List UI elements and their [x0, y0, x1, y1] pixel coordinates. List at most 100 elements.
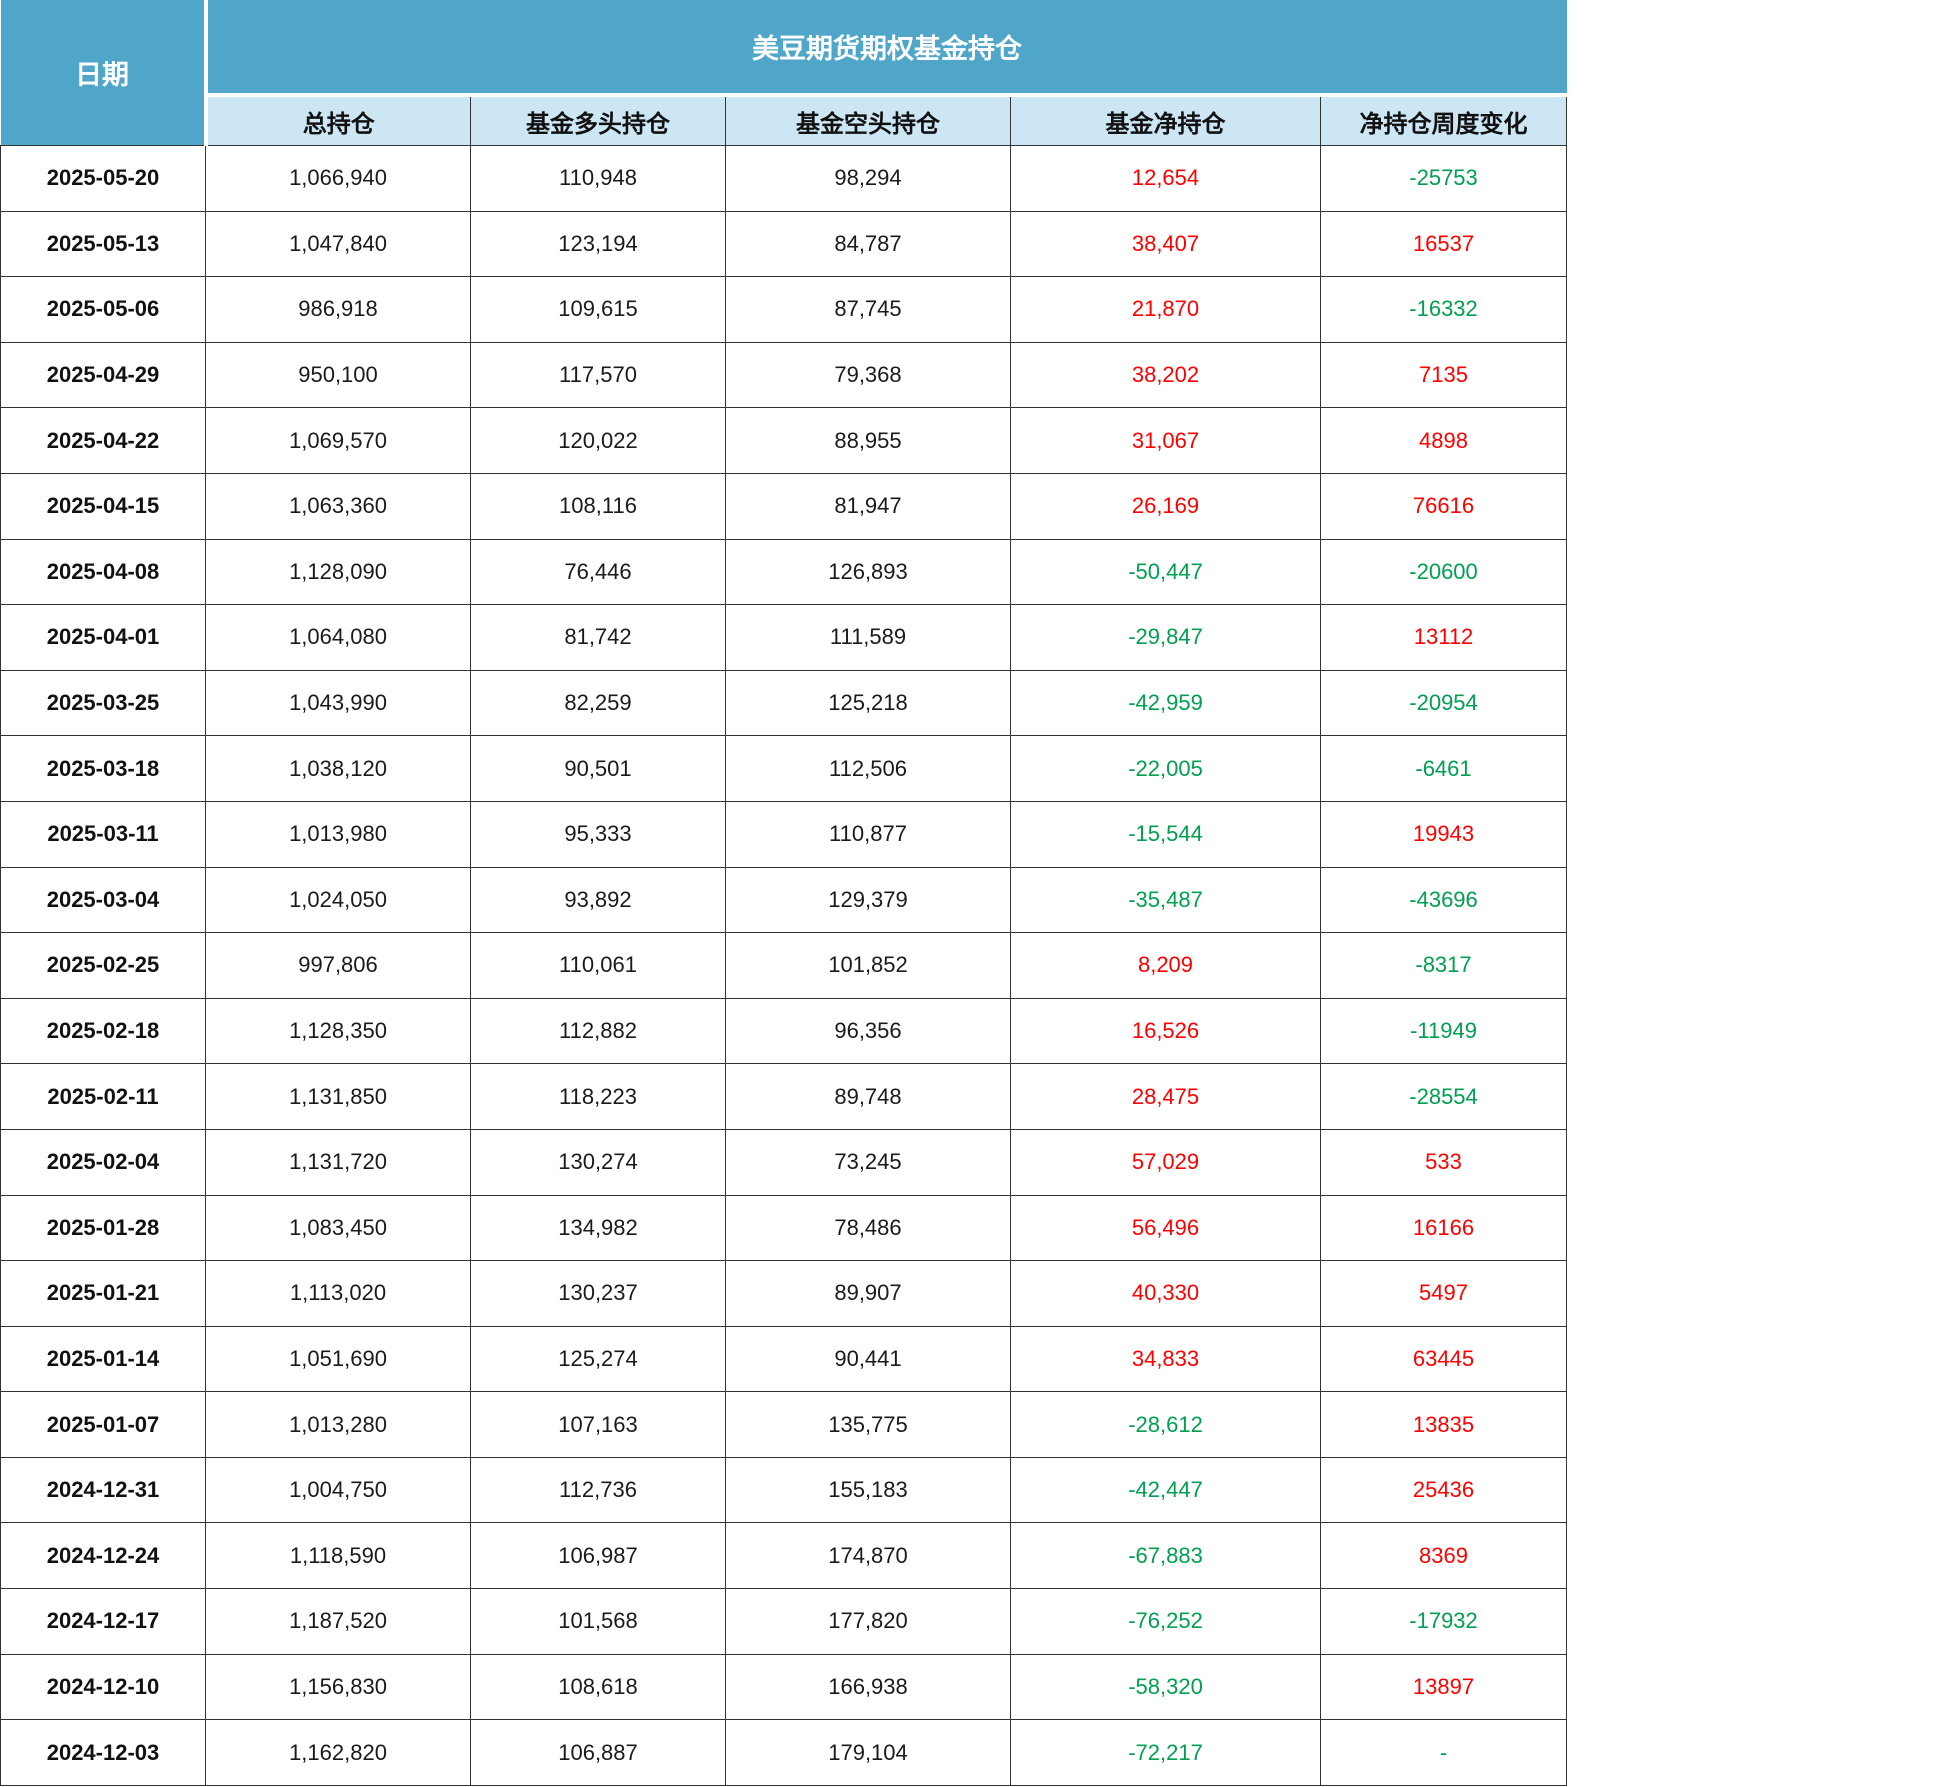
- fund-short-cell: 73,245: [725, 1128, 1011, 1196]
- table-row: 2024-12-03 1,162,820 106,887 179,104 -72,217…: [0, 1719, 1568, 1786]
- table-row: 2025-02-25 997,806 110,061 101,852 8,209 -831…: [0, 932, 1568, 999]
- total-position-cell: 1,113,020: [205, 1260, 471, 1327]
- weekly-change-cell: -43696: [1319, 866, 1568, 934]
- total-position-cell: 1,128,090: [205, 538, 471, 606]
- table-row: 2025-05-13 1,047,840 123,194 84,787 38,407 16…: [0, 210, 1568, 278]
- total-position-cell: 1,024,050: [205, 866, 471, 934]
- fund-long-cell: 112,882: [470, 997, 726, 1065]
- total-position-cell: 997,806: [205, 932, 471, 999]
- fund-net-cell: 57,029: [1010, 1128, 1321, 1196]
- fund-short-cell: 96,356: [725, 997, 1011, 1065]
- date-cell: 2025-02-18: [0, 997, 206, 1065]
- fund-net-cell: -35,487: [1010, 866, 1321, 934]
- fund-short-cell: 110,877: [725, 800, 1011, 868]
- fund-long-cell: 106,887: [470, 1719, 726, 1786]
- fund-long-cell: 95,333: [470, 800, 726, 868]
- date-cell: 2025-05-13: [0, 210, 206, 278]
- fund-long-cell: 76,446: [470, 538, 726, 606]
- fund-short-cell: 112,506: [725, 735, 1011, 802]
- fund-short-cell: 155,183: [725, 1456, 1011, 1524]
- fund-long-cell: 101,568: [470, 1588, 726, 1655]
- total-position-cell: 1,004,750: [205, 1456, 471, 1524]
- fund-net-cell: 8,209: [1010, 932, 1321, 999]
- fund-long-cell: 107,163: [470, 1391, 726, 1458]
- table-row: 2025-05-20 1,066,940 110,948 98,294 12,654 -2…: [0, 145, 1568, 212]
- weekly-change-cell: -6461: [1319, 735, 1568, 802]
- fund-long-cell: 82,259: [470, 669, 726, 737]
- fund-short-cell: 177,820: [725, 1588, 1011, 1655]
- fund-short-cell: 126,893: [725, 538, 1011, 606]
- weekly-change-cell: 16166: [1319, 1194, 1568, 1262]
- total-position-cell: 1,162,820: [205, 1719, 471, 1786]
- fund-positions-table: 日期 美豆期货期权基金持仓 总持仓 基金多头持仓 基金空头持仓 基金净持仓 净持仓周度变…: [0, 0, 1568, 1786]
- fund-net-cell: -42,959: [1010, 669, 1321, 737]
- date-cell: 2025-04-01: [0, 604, 206, 671]
- table-row: 2025-04-22 1,069,570 120,022 88,955 31,067 48…: [0, 407, 1568, 474]
- fund-short-cell: 89,907: [725, 1260, 1011, 1327]
- fund-short-cell: 129,379: [725, 866, 1011, 934]
- date-cell: 2025-03-04: [0, 866, 206, 934]
- total-position-cell: 1,128,350: [205, 997, 471, 1065]
- weekly-change-cell: 13897: [1319, 1653, 1568, 1721]
- date-cell: 2025-05-20: [0, 145, 206, 212]
- fund-long-cell: 110,948: [470, 145, 726, 212]
- table-row: 2025-01-07 1,013,280 107,163 135,775 -28,612…: [0, 1391, 1568, 1458]
- table-row: 2025-02-11 1,131,850 118,223 89,748 28,475 -2…: [0, 1063, 1568, 1130]
- fund-net-cell: -15,544: [1010, 800, 1321, 868]
- total-position-cell: 1,118,590: [205, 1522, 471, 1590]
- table-row: 2025-02-04 1,131,720 130,274 73,245 57,029 53…: [0, 1128, 1568, 1196]
- fund-net-cell: 38,202: [1010, 341, 1321, 409]
- table-row: 2025-01-14 1,051,690 125,274 90,441 34,833 63…: [0, 1325, 1568, 1393]
- weekly-change-cell: 16537: [1319, 210, 1568, 278]
- fund-net-cell: -67,883: [1010, 1522, 1321, 1590]
- date-cell: 2024-12-10: [0, 1653, 206, 1721]
- fund-short-cell: 84,787: [725, 210, 1011, 278]
- fund-net-cell: 28,475: [1010, 1063, 1321, 1130]
- fund-short-cell: 98,294: [725, 145, 1011, 212]
- fund-long-cell: 134,982: [470, 1194, 726, 1262]
- table-title: 美豆期货期权基金持仓: [205, 0, 1567, 97]
- table-row: 2025-03-11 1,013,980 95,333 110,877 -15,544 1…: [0, 800, 1568, 868]
- table-row: 2025-01-21 1,113,020 130,237 89,907 40,330 54…: [0, 1260, 1568, 1327]
- fund-long-cell: 112,736: [470, 1456, 726, 1524]
- fund-net-cell: -72,217: [1010, 1719, 1321, 1786]
- date-cell: 2025-03-25: [0, 669, 206, 737]
- fund-long-cell: 117,570: [470, 341, 726, 409]
- date-column-header: 日期: [0, 0, 208, 146]
- weekly-change-cell: 8369: [1319, 1522, 1568, 1590]
- fund-long-cell: 125,274: [470, 1325, 726, 1393]
- fund-long-cell: 130,237: [470, 1260, 726, 1327]
- fund-net-cell: 38,407: [1010, 210, 1321, 278]
- fund-long-cell: 120,022: [470, 407, 726, 474]
- total-position-cell: 950,100: [205, 341, 471, 409]
- table-row: 2025-02-18 1,128,350 112,882 96,356 16,526 -1…: [0, 997, 1568, 1065]
- fund-short-cell: 135,775: [725, 1391, 1011, 1458]
- fund-long-cell: 110,061: [470, 932, 726, 999]
- table-row: 2025-04-29 950,100 117,570 79,368 38,202 7135: [0, 341, 1568, 409]
- total-position-cell: 1,013,980: [205, 800, 471, 868]
- weekly-change-cell: -16332: [1319, 276, 1568, 343]
- column-header-row: 总持仓 基金多头持仓 基金空头持仓 基金净持仓 净持仓周度变化: [1, 94, 1568, 146]
- fund-short-cell: 125,218: [725, 669, 1011, 737]
- fund-net-cell: -28,612: [1010, 1391, 1321, 1458]
- fund-net-cell: -50,447: [1010, 538, 1321, 606]
- date-cell: 2025-02-11: [0, 1063, 206, 1130]
- column-header-total-position: 总持仓: [205, 94, 471, 146]
- total-position-cell: 1,064,080: [205, 604, 471, 671]
- total-position-cell: 1,063,360: [205, 472, 471, 540]
- date-cell: 2025-03-11: [0, 800, 206, 868]
- total-position-cell: 1,051,690: [205, 1325, 471, 1393]
- table-row: 2025-03-04 1,024,050 93,892 129,379 -35,487-…: [0, 866, 1568, 934]
- fund-long-cell: 81,742: [470, 604, 726, 671]
- weekly-change-cell: -28554: [1319, 1063, 1568, 1130]
- weekly-change-cell: 533: [1319, 1128, 1568, 1196]
- date-cell: 2025-04-22: [0, 407, 206, 474]
- weekly-change-cell: 13835: [1319, 1391, 1568, 1458]
- weekly-change-cell: 13112: [1319, 604, 1568, 671]
- fund-long-cell: 118,223: [470, 1063, 726, 1130]
- date-cell: 2025-01-07: [0, 1391, 206, 1458]
- fund-long-cell: 109,615: [470, 276, 726, 343]
- total-position-cell: 1,069,570: [205, 407, 471, 474]
- weekly-change-cell: 63445: [1319, 1325, 1568, 1393]
- weekly-change-cell: -: [1319, 1719, 1568, 1786]
